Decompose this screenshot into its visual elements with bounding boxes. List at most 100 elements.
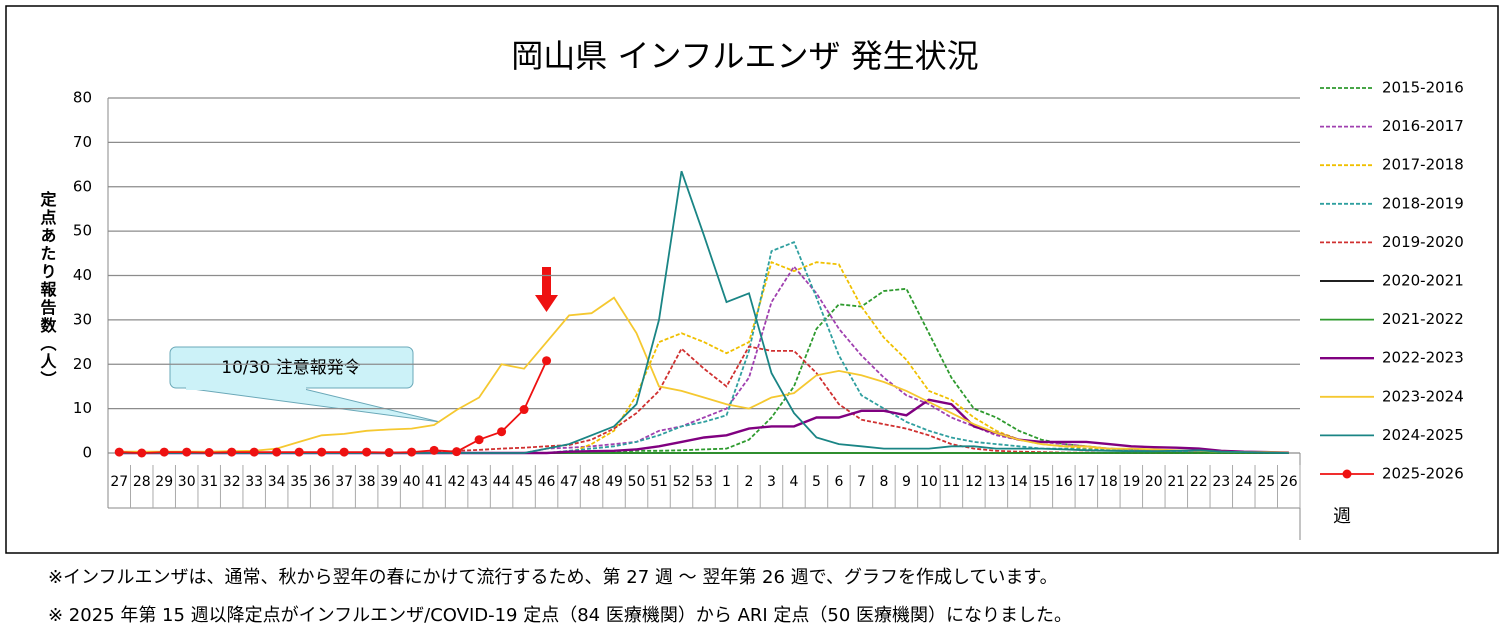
x-tick-label: 26 bbox=[1280, 474, 1298, 490]
x-tick-label: 21 bbox=[1167, 474, 1185, 490]
x-tick-label: 15 bbox=[1032, 474, 1050, 490]
x-tick-label: 43 bbox=[470, 474, 488, 490]
y-tick-label: 30 bbox=[73, 310, 92, 328]
data-point bbox=[137, 448, 147, 458]
x-tick-label: 36 bbox=[313, 474, 331, 490]
x-tick-label: 24 bbox=[1235, 474, 1253, 490]
x-tick-label: 10 bbox=[920, 474, 938, 490]
x-tick-label: 11 bbox=[942, 474, 960, 490]
x-tick-label: 9 bbox=[902, 474, 911, 490]
data-point bbox=[294, 447, 304, 457]
x-tick-label: 3 bbox=[767, 474, 776, 490]
x-tick-label: 18 bbox=[1100, 474, 1118, 490]
x-tick-label: 34 bbox=[268, 474, 286, 490]
x-tick-label: 27 bbox=[110, 474, 128, 490]
x-tick-label: 28 bbox=[133, 474, 151, 490]
data-point bbox=[182, 447, 192, 457]
x-tick-label: 33 bbox=[245, 474, 263, 490]
data-point bbox=[407, 447, 417, 457]
x-tick-label: 48 bbox=[583, 474, 601, 490]
legend-label: 2020-2021 bbox=[1382, 272, 1464, 290]
x-tick-label: 2 bbox=[745, 474, 754, 490]
y-tick-label: 40 bbox=[73, 266, 92, 284]
x-tick-label: 12 bbox=[965, 474, 983, 490]
x-tick-label: 1 bbox=[722, 474, 731, 490]
x-tick-label: 37 bbox=[335, 474, 353, 490]
chart-frame bbox=[5, 5, 1499, 554]
legend-label: 2016-2017 bbox=[1382, 117, 1464, 135]
x-tick-label: 6 bbox=[834, 474, 843, 490]
data-point bbox=[519, 405, 529, 415]
series-line bbox=[119, 296, 1289, 454]
legend-label: 2023-2024 bbox=[1382, 387, 1464, 405]
data-point bbox=[159, 447, 169, 457]
chart-title: 岡山県 インフルエンザ 発生状況 bbox=[511, 37, 978, 75]
data-point bbox=[227, 447, 237, 457]
legend-label: 2021-2022 bbox=[1382, 310, 1464, 328]
data-point bbox=[249, 447, 259, 457]
legend-label: 2019-2020 bbox=[1382, 233, 1464, 251]
x-tick-label: 29 bbox=[155, 474, 173, 490]
x-tick-label: 49 bbox=[605, 474, 623, 490]
y-tick-label: 80 bbox=[73, 89, 92, 107]
x-tick-label: 13 bbox=[987, 474, 1005, 490]
annotation: 10/30 注意報発令 bbox=[221, 358, 360, 378]
x-tick-label: 4 bbox=[790, 474, 799, 490]
alert-arrow bbox=[535, 267, 558, 312]
data-point bbox=[452, 447, 462, 457]
data-point bbox=[474, 435, 484, 445]
legend-label: 2017-2018 bbox=[1382, 156, 1464, 174]
x-tick-label: 20 bbox=[1145, 474, 1163, 490]
data-point bbox=[272, 447, 282, 457]
y-axis-label: 定点あたり報告数（人） bbox=[38, 190, 58, 389]
data-point bbox=[429, 445, 439, 455]
x-tick-label: 14 bbox=[1010, 474, 1028, 490]
x-tick-label: 30 bbox=[178, 474, 196, 490]
data-point bbox=[384, 448, 394, 458]
x-tick-label: 25 bbox=[1257, 474, 1275, 490]
x-tick-label: 32 bbox=[223, 474, 241, 490]
x-tick-label: 38 bbox=[358, 474, 376, 490]
x-tick-label: 42 bbox=[448, 474, 466, 490]
x-tick-label: 45 bbox=[515, 474, 533, 490]
legend-label: 2025-2026 bbox=[1382, 465, 1464, 483]
y-tick-label: 10 bbox=[73, 399, 92, 417]
x-tick-label: 16 bbox=[1055, 474, 1073, 490]
data-point bbox=[114, 447, 124, 457]
footnote: ※インフルエンザは、通常、秋から翌年の春にかけて流行するため、第 27 週 ～ … bbox=[48, 567, 1058, 588]
legend-label: 2018-2019 bbox=[1382, 194, 1464, 212]
x-tick-label: 8 bbox=[879, 474, 888, 490]
data-point bbox=[497, 427, 507, 437]
x-tick-label: 40 bbox=[403, 474, 421, 490]
y-tick-label: 60 bbox=[73, 177, 92, 195]
x-tick-label: 52 bbox=[673, 474, 691, 490]
x-tick-label: 35 bbox=[290, 474, 308, 490]
x-tick-label: 5 bbox=[812, 474, 821, 490]
y-tick-label: 50 bbox=[73, 222, 92, 240]
x-axis-label: 週 bbox=[1333, 506, 1351, 527]
x-tick-label: 53 bbox=[695, 474, 713, 490]
data-point bbox=[317, 447, 327, 457]
x-tick-label: 22 bbox=[1190, 474, 1208, 490]
x-tick-label: 39 bbox=[380, 474, 398, 490]
legend-label: 2015-2016 bbox=[1382, 79, 1464, 97]
data-point bbox=[362, 447, 372, 457]
x-tick-label: 41 bbox=[425, 474, 443, 490]
data-point bbox=[542, 356, 552, 366]
legend-label: 2024-2025 bbox=[1382, 426, 1464, 444]
y-tick-label: 0 bbox=[82, 444, 92, 462]
x-tick-label: 46 bbox=[538, 474, 556, 490]
y-tick-label: 70 bbox=[73, 133, 92, 151]
data-point bbox=[339, 447, 349, 457]
x-tick-label: 17 bbox=[1077, 474, 1095, 490]
x-tick-label: 31 bbox=[200, 474, 218, 490]
x-tick-label: 23 bbox=[1212, 474, 1230, 490]
x-tick-label: 19 bbox=[1122, 474, 1140, 490]
callout-joint bbox=[186, 386, 306, 390]
x-tick-label: 7 bbox=[857, 474, 866, 490]
x-tick-label: 44 bbox=[493, 474, 511, 490]
y-tick-label: 20 bbox=[73, 355, 92, 373]
data-point bbox=[204, 448, 214, 458]
x-tick-label: 50 bbox=[628, 474, 646, 490]
